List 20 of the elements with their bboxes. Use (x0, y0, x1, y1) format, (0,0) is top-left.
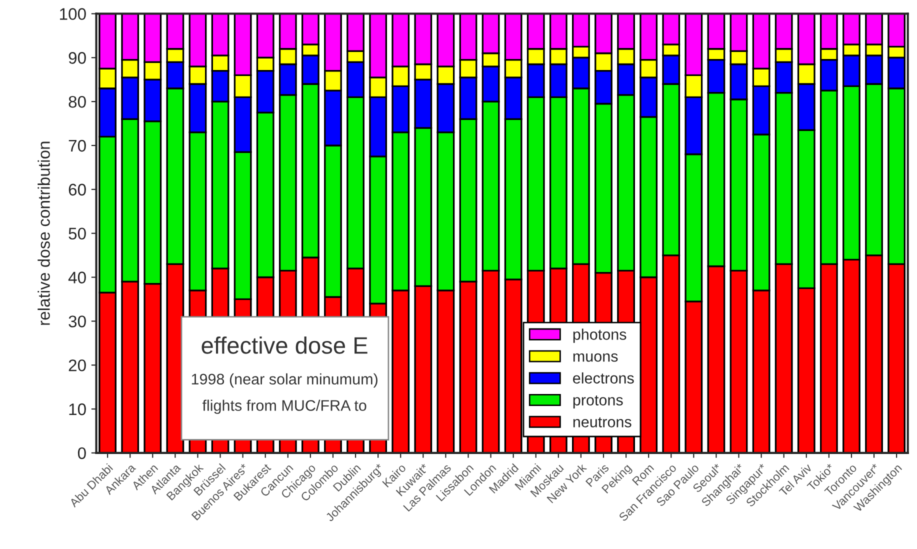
y-tick-label: 30 (68, 316, 86, 328)
y-tick-label: 70 (68, 140, 86, 152)
legend-label: muons (573, 353, 618, 362)
y-tick-label: 20 (68, 359, 86, 372)
y-tick-label: 40 (68, 272, 86, 284)
annotation: flights from MUC/FRA to (202, 400, 366, 414)
annotation: 1998 (near solar minumum) (192, 373, 378, 388)
y-tick-label: 0 (78, 447, 86, 460)
y-tick-label: 60 (68, 184, 86, 196)
y-tick-label: 100 (60, 8, 86, 20)
annotation: effective dose E (202, 336, 368, 354)
legend-label: protons (573, 395, 623, 409)
y-tick-label: 50 (68, 228, 86, 240)
y-tick-label: 90 (68, 52, 86, 64)
y-tick-label: 10 (69, 403, 86, 416)
legend-label: neutrons (573, 417, 632, 428)
y-tick-label: 80 (68, 96, 86, 108)
legend-label: electrons (573, 372, 634, 384)
legend-label: photons (573, 328, 626, 343)
y-axis-title: relative dose contribution (38, 142, 50, 325)
